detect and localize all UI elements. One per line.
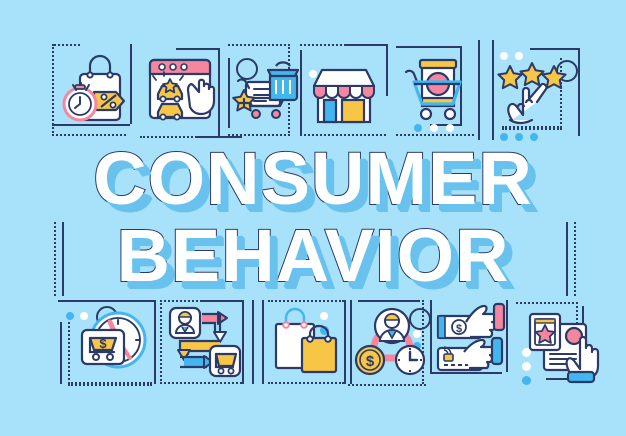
frame-top-5-topline [396, 46, 462, 48]
deco-dot [515, 52, 523, 60]
payment-methods-icon: $ [436, 302, 508, 374]
deco-dot [500, 133, 508, 141]
deco-dot [320, 326, 329, 335]
deco-dot [413, 330, 421, 338]
frame-top-4 [300, 44, 386, 136]
title-right-dotted-bar [574, 222, 576, 296]
frame-bot-2-right2 [252, 300, 254, 384]
title-line-2: BEHAVIOR [115, 213, 510, 297]
frame-bot-1 [68, 322, 152, 384]
frame-top-2-right [218, 48, 220, 136]
frame-top-5-right-inner [460, 46, 462, 124]
title-line-1: CONSUMER [92, 137, 533, 220]
discount-timer-icon [60, 50, 130, 126]
deco-dot [320, 312, 328, 320]
frame-top-1-topdots [54, 44, 80, 46]
title-left-dotted-bar [54, 222, 56, 296]
deco-ring [409, 308, 431, 330]
svg-text:$: $ [456, 323, 462, 335]
frame-top-2-bottom [140, 136, 204, 138]
frame-top-4-topline [344, 44, 388, 46]
svg-text:$: $ [99, 336, 107, 351]
frame-bot-3 [268, 300, 344, 384]
frame-top-1-right [130, 44, 132, 124]
frame-top-6-topline [530, 48, 578, 50]
frame-bot-1-leftbar [60, 322, 62, 384]
deco-dot [522, 376, 531, 385]
deco-dot [530, 133, 538, 141]
online-car-rating-icon [146, 52, 220, 128]
frame-bot-4-dotted [358, 300, 424, 384]
frame-bot-2-right3 [262, 300, 264, 384]
deco-dot [309, 70, 317, 78]
frame-bot-2-topline [200, 300, 242, 302]
frame-bot-6-bottom [546, 378, 582, 380]
add-to-basket-icon [232, 56, 300, 126]
frame-top-4-right [386, 44, 388, 96]
frame-bot-2-right1 [242, 300, 244, 384]
deco-dot [515, 133, 523, 141]
title-right-solid-bar [566, 222, 568, 296]
frame-top-2-top [176, 48, 220, 50]
frame-bot-4-top [358, 300, 420, 302]
frame-top-3-left [228, 58, 230, 128]
frame-bot-1-right [154, 300, 156, 384]
customer-value-icon: $ [354, 306, 426, 378]
frame-bot-5-right [506, 300, 508, 372]
deco-dot [446, 124, 454, 132]
frame-top-6-dotted [502, 58, 562, 128]
deco-dot [430, 124, 438, 132]
frame-bot-5-left [430, 300, 432, 372]
frame-bot-4-left [350, 300, 352, 384]
frame-top-6-left [492, 40, 494, 140]
frame-bot-5-bottom [430, 372, 502, 374]
frame-top-6-dotline [502, 128, 562, 130]
product-review-icon [528, 308, 600, 384]
frame-top-1 [52, 44, 126, 136]
svg-text:$: $ [366, 353, 375, 370]
frame-bot-1-top [58, 300, 154, 302]
frame-top-5-right-outer [478, 40, 480, 140]
deco-dot [414, 124, 422, 132]
deco-ring [236, 58, 258, 80]
customer-journey-icon [168, 306, 242, 378]
frame-top-4-left [300, 50, 302, 134]
deco-dot [500, 52, 508, 60]
deco-dot [522, 362, 531, 371]
deco-dot [80, 312, 88, 320]
frame-top-2-base [196, 136, 242, 138]
storefront-icon [310, 60, 378, 126]
frame-top-6-right [578, 48, 580, 136]
frame-bot-1-bottomdots [68, 384, 152, 386]
frame-bot-3-right [344, 300, 346, 384]
cart-product-icon [402, 54, 472, 128]
deco-dot [522, 348, 531, 357]
purchase-time-icon: $ [74, 304, 152, 380]
deco-dot [66, 312, 74, 320]
title-left-solid-bar [62, 222, 64, 296]
page-title: CONSUMER BEHAVIOR [0, 137, 626, 297]
deco-dot [413, 342, 421, 350]
frame-bot-4-bottomdots [348, 384, 426, 386]
frame-top-1-baseline [52, 124, 130, 126]
frame-top-5 [396, 46, 474, 136]
star-rating-click-icon [497, 58, 570, 128]
shopping-bags-icon [272, 307, 342, 378]
